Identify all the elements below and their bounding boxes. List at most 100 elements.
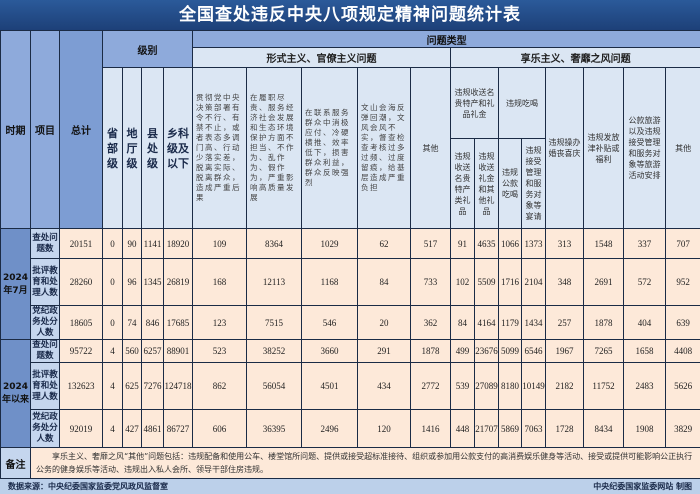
value-cell: 952 bbox=[666, 259, 700, 306]
header-hedonism: 享乐主义、奢靡之风问题 bbox=[451, 48, 700, 68]
header-period: 时期 bbox=[1, 31, 31, 229]
value-cell: 1548 bbox=[584, 229, 624, 259]
value-cell: 74 bbox=[123, 306, 142, 340]
value-cell: 1066 bbox=[499, 229, 522, 259]
value-cell: 28260 bbox=[60, 259, 103, 306]
value-cell: 7265 bbox=[584, 340, 624, 363]
value-cell: 23676 bbox=[475, 340, 499, 363]
data-source: 数据来源：中央纪委国家监委党风政风监督室 bbox=[8, 481, 168, 492]
header-level: 级别 bbox=[103, 31, 193, 68]
value-cell: 8434 bbox=[584, 410, 624, 448]
value-cell: 448 bbox=[451, 410, 475, 448]
level-county: 县处级 bbox=[142, 68, 164, 229]
value-cell: 1658 bbox=[624, 340, 666, 363]
value-cell: 91 bbox=[451, 229, 475, 259]
value-cell: 7063 bbox=[522, 410, 546, 448]
value-cell: 95722 bbox=[60, 340, 103, 363]
value-cell: 7515 bbox=[247, 306, 302, 340]
value-cell: 1878 bbox=[411, 340, 451, 363]
value-cell: 20 bbox=[358, 306, 411, 340]
value-cell: 4861 bbox=[142, 410, 164, 448]
value-cell: 96 bbox=[123, 259, 142, 306]
value-cell: 21707 bbox=[475, 410, 499, 448]
value-cell: 348 bbox=[546, 259, 584, 306]
value-cell: 17685 bbox=[164, 306, 193, 340]
value-cell: 4635 bbox=[475, 229, 499, 259]
value-cell: 291 bbox=[358, 340, 411, 363]
value-cell: 1728 bbox=[546, 410, 584, 448]
value-cell: 733 bbox=[411, 259, 451, 306]
value-cell: 0 bbox=[103, 229, 123, 259]
formalism-col-2: 在履职尽责、服务经济社会发展和生态环境保护方面不担当、不作为、乱作为、假作为，严… bbox=[247, 68, 302, 229]
value-cell: 3660 bbox=[302, 340, 358, 363]
gifts-sub-specialty: 违规收送名贵特产类礼品 bbox=[451, 139, 475, 229]
value-cell: 1141 bbox=[142, 229, 164, 259]
value-cell: 10149 bbox=[522, 363, 546, 410]
value-cell: 0 bbox=[103, 306, 123, 340]
value-cell: 4 bbox=[103, 410, 123, 448]
value-cell: 625 bbox=[123, 363, 142, 410]
value-cell: 2691 bbox=[584, 259, 624, 306]
value-cell: 7276 bbox=[142, 363, 164, 410]
value-cell: 539 bbox=[451, 363, 475, 410]
item-cell: 批评教育和处理人数 bbox=[31, 363, 60, 410]
value-cell: 92019 bbox=[60, 410, 103, 448]
value-cell: 1716 bbox=[499, 259, 522, 306]
value-cell: 123 bbox=[193, 306, 247, 340]
value-cell: 1908 bbox=[624, 410, 666, 448]
value-cell: 0 bbox=[103, 259, 123, 306]
hedonism-col-allowances: 违规发放津补贴或福利 bbox=[584, 68, 624, 229]
value-cell: 2182 bbox=[546, 363, 584, 410]
statistics-table: 时期 项目 总计 级别 问题类型 形式主义、官僚主义问题 享乐主义、奢靡之风问题… bbox=[0, 30, 700, 479]
value-cell: 124718 bbox=[164, 363, 193, 410]
header-problem-type: 问题类型 bbox=[193, 31, 700, 48]
value-cell: 88901 bbox=[164, 340, 193, 363]
value-cell: 27089 bbox=[475, 363, 499, 410]
header-item: 项目 bbox=[31, 31, 60, 229]
value-cell: 26819 bbox=[164, 259, 193, 306]
value-cell: 5099 bbox=[499, 340, 522, 363]
hedonism-col-other: 其他 bbox=[666, 68, 700, 229]
formalism-col-other: 其他 bbox=[411, 68, 451, 229]
formalism-col-4: 文山会海反弹回潮，文风会风不实，督查检查考核过多过频、过度留痕，给基层造成严重负… bbox=[358, 68, 411, 229]
value-cell: 1967 bbox=[546, 340, 584, 363]
value-cell: 639 bbox=[666, 306, 700, 340]
value-cell: 90 bbox=[123, 229, 142, 259]
value-cell: 4 bbox=[103, 363, 123, 410]
value-cell: 12113 bbox=[247, 259, 302, 306]
period-cell: 2024年以来 bbox=[1, 340, 31, 448]
value-cell: 5626 bbox=[666, 363, 700, 410]
value-cell: 18605 bbox=[60, 306, 103, 340]
hedonism-col-weddings: 违规操办婚丧喜庆 bbox=[546, 68, 584, 229]
value-cell: 2496 bbox=[302, 410, 358, 448]
value-cell: 404 bbox=[624, 306, 666, 340]
value-cell: 846 bbox=[142, 306, 164, 340]
dining-header: 违规吃喝 bbox=[499, 68, 546, 139]
value-cell: 2772 bbox=[411, 363, 451, 410]
item-cell: 查处问题数 bbox=[31, 229, 60, 259]
value-cell: 517 bbox=[411, 229, 451, 259]
hedonism-col-travel: 公款旅游以及违规接受管理和服务对象等旅游活动安排 bbox=[624, 68, 666, 229]
value-cell: 560 bbox=[123, 340, 142, 363]
value-cell: 606 bbox=[193, 410, 247, 448]
value-cell: 257 bbox=[546, 306, 584, 340]
header-total: 总计 bbox=[60, 31, 103, 229]
value-cell: 84 bbox=[358, 259, 411, 306]
value-cell: 4501 bbox=[302, 363, 358, 410]
value-cell: 434 bbox=[358, 363, 411, 410]
period-cell: 2024年7月 bbox=[1, 229, 31, 340]
value-cell: 6546 bbox=[522, 340, 546, 363]
table-title: 全国查处违反中央八项规定精神问题统计表 bbox=[0, 0, 700, 30]
value-cell: 2483 bbox=[624, 363, 666, 410]
value-cell: 3829 bbox=[666, 410, 700, 448]
value-cell: 523 bbox=[193, 340, 247, 363]
formalism-col-1: 贯彻党中央决策部署有令不行、有禁不止，或者表态多调门高、行动少落实差，脱离实际、… bbox=[193, 68, 247, 229]
value-cell: 707 bbox=[666, 229, 700, 259]
value-cell: 20151 bbox=[60, 229, 103, 259]
value-cell: 5509 bbox=[475, 259, 499, 306]
value-cell: 4164 bbox=[475, 306, 499, 340]
